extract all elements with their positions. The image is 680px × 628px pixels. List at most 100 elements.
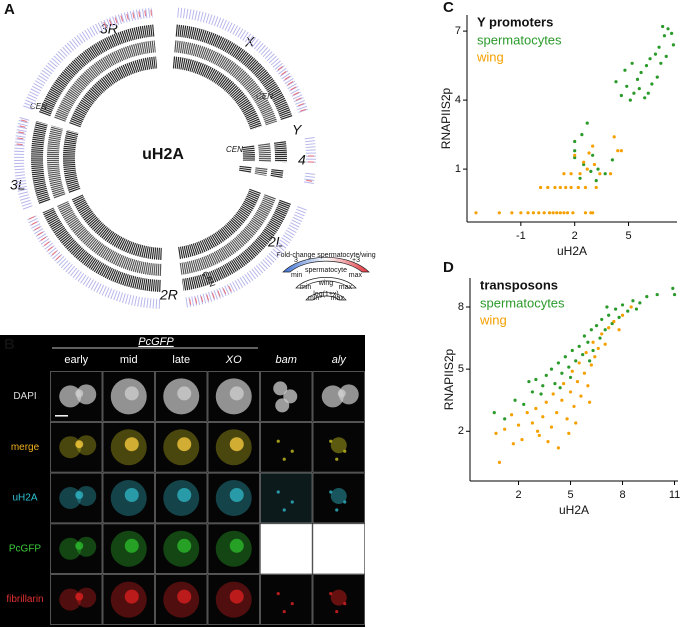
- micrograph-cell: [260, 523, 313, 575]
- panel-label: D: [443, 259, 454, 276]
- scatter-point: [586, 340, 590, 344]
- signal-blob: [124, 386, 139, 401]
- scatter-point: [637, 87, 641, 91]
- signal-blob: [124, 538, 139, 553]
- scatter-point: [565, 211, 570, 215]
- signal-spot: [329, 490, 333, 494]
- scatter-point: [598, 336, 602, 340]
- scatter-point: [587, 151, 591, 155]
- fold-change-track: [14, 116, 33, 210]
- fold-change-track: [303, 172, 316, 185]
- signal-blob: [75, 389, 84, 398]
- scatter-point: [497, 460, 502, 464]
- signal-track: [177, 188, 261, 260]
- legend-gradient: [282, 256, 370, 273]
- scatter-point: [534, 377, 538, 382]
- signal-spot: [282, 610, 286, 614]
- scatter-point: [565, 417, 569, 421]
- scatter-point: [594, 324, 599, 328]
- signal-spot: [276, 439, 280, 443]
- signal-blob: [75, 491, 84, 499]
- scatter-point: [526, 211, 530, 215]
- nucleus: [59, 436, 82, 459]
- scatter-point: [560, 398, 564, 402]
- signal-track: [31, 121, 51, 204]
- micrograph-cell: [260, 574, 313, 625]
- signal-track: [39, 24, 155, 117]
- scatter-point: [549, 367, 554, 371]
- signal-track: [42, 207, 161, 292]
- x-axis-title: uH2A: [559, 503, 589, 517]
- scatter-point: [571, 211, 575, 215]
- x-tick-label: 2: [515, 489, 521, 501]
- scatter-point: [585, 121, 589, 125]
- micrograph-cell: [50, 574, 103, 625]
- micrograph-grid: early mid late XO bam aly DAPI merge uH2A PcGFP fi…: [6, 354, 365, 625]
- scatter-point: [531, 211, 536, 215]
- scatter-point: [591, 144, 595, 148]
- scatter-point: [581, 353, 585, 357]
- scatter-point: [562, 211, 566, 215]
- scatter-point: [556, 446, 561, 450]
- nucleus: [321, 385, 344, 408]
- scatter-point: [600, 332, 604, 336]
- chromosome-label: 2R: [159, 287, 178, 303]
- scatter-point: [650, 82, 654, 86]
- scatter-point: [630, 61, 634, 65]
- fold-change-track: [177, 7, 309, 115]
- scatter-point: [586, 384, 590, 388]
- scatter-point: [510, 211, 514, 215]
- signal-blob: [177, 488, 192, 502]
- fold-change-track-red: [277, 66, 307, 114]
- scatter-point: [612, 319, 616, 324]
- scatter-point: [570, 369, 574, 373]
- signal-spot: [290, 449, 294, 453]
- legend-entry: wing: [476, 49, 504, 64]
- legend-entry: spermatocytes: [480, 295, 565, 310]
- scatter-point: [662, 34, 667, 38]
- scatter-point: [672, 292, 677, 297]
- panel-label: C: [443, 0, 454, 16]
- signal-blob: [75, 592, 84, 601]
- signal-blob: [229, 488, 244, 502]
- scatter-point: [614, 307, 618, 311]
- scatter-point: [567, 365, 571, 369]
- signal-spot: [282, 457, 286, 461]
- scatter-point: [591, 153, 595, 157]
- micrograph-cell: [260, 472, 313, 524]
- scatter-point: [648, 57, 652, 61]
- signal-track: [47, 125, 66, 199]
- nucleus: [59, 537, 82, 560]
- legend-title: transposons: [480, 277, 558, 292]
- scatter-point: [670, 31, 674, 35]
- nucleus: [59, 385, 82, 408]
- scatter-point: [562, 382, 566, 386]
- scatter-point: [546, 440, 550, 444]
- scatter-point: [607, 313, 611, 317]
- legend-track-min: min: [291, 272, 302, 279]
- scatter-point: [553, 382, 557, 386]
- scatter-point: [655, 75, 659, 79]
- signal-track: [57, 201, 162, 276]
- scatter-point: [603, 172, 607, 176]
- scatter-point: [625, 84, 629, 88]
- scatter-point: [564, 185, 568, 190]
- scatter-point: [638, 301, 642, 305]
- scatter-point: [623, 68, 627, 72]
- scatter-point: [558, 185, 562, 190]
- row-label: uH2A: [12, 493, 37, 504]
- scatter-point: [567, 431, 571, 435]
- signal-track: [172, 56, 263, 131]
- scatter-point: [578, 176, 582, 180]
- row-label: merge: [11, 442, 40, 453]
- nucleus: [273, 381, 288, 396]
- scatter-point: [596, 167, 600, 171]
- signal-track: [273, 141, 287, 163]
- scatter-point: [511, 442, 515, 446]
- legend-track-max: max: [349, 272, 363, 279]
- signal-track: [69, 56, 158, 128]
- scatter-point: [497, 211, 501, 215]
- scatter-point: [555, 411, 559, 415]
- scatter-point: [583, 185, 588, 190]
